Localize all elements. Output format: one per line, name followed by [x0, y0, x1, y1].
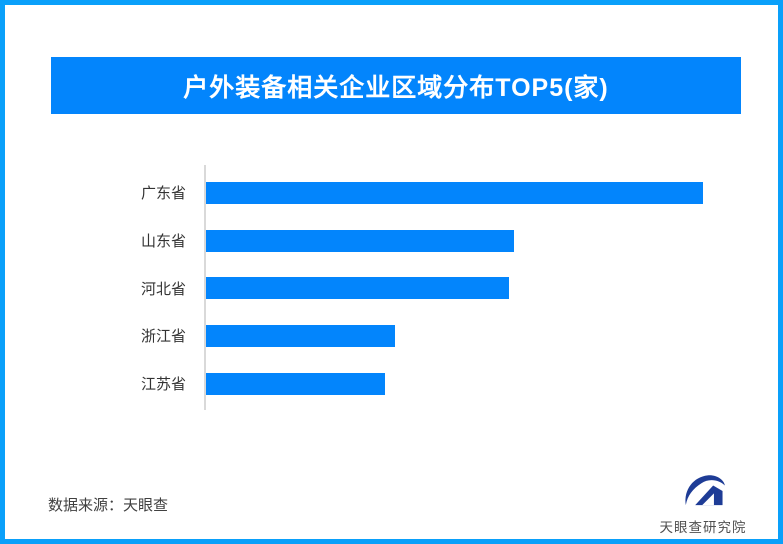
- category-label: 江苏省: [140, 376, 186, 394]
- bar-row: 广东省: [5, 169, 765, 217]
- category-label: 河北省: [140, 280, 186, 298]
- bar-rows: 广东省山东省河北省浙江省江苏省: [5, 169, 765, 407]
- y-axis-line: [204, 165, 206, 410]
- chart-title: 户外装备相关企业区域分布TOP5(家): [183, 73, 609, 102]
- bar-row: 江苏省: [5, 360, 765, 408]
- bar-row: 浙江省: [5, 312, 765, 360]
- category-label: 广东省: [140, 185, 186, 203]
- bar: [206, 229, 515, 252]
- bar: [206, 324, 395, 347]
- bar-row: 河北省: [5, 264, 765, 312]
- title-banner: 户外装备相关企业区域分布TOP5(家): [51, 57, 741, 114]
- bar: [206, 372, 385, 395]
- category-label: 浙江省: [140, 328, 186, 346]
- brand-logo: 天眼查研究院: [655, 469, 751, 536]
- category-label: 山东省: [140, 233, 186, 251]
- tianyancha-eye-icon: [685, 475, 725, 506]
- bar: [206, 277, 510, 300]
- brand-name: 天眼查研究院: [659, 520, 747, 535]
- bar-row: 山东省: [5, 217, 765, 265]
- data-source-note: 数据来源：天眼查: [48, 497, 169, 514]
- bar: [206, 181, 703, 204]
